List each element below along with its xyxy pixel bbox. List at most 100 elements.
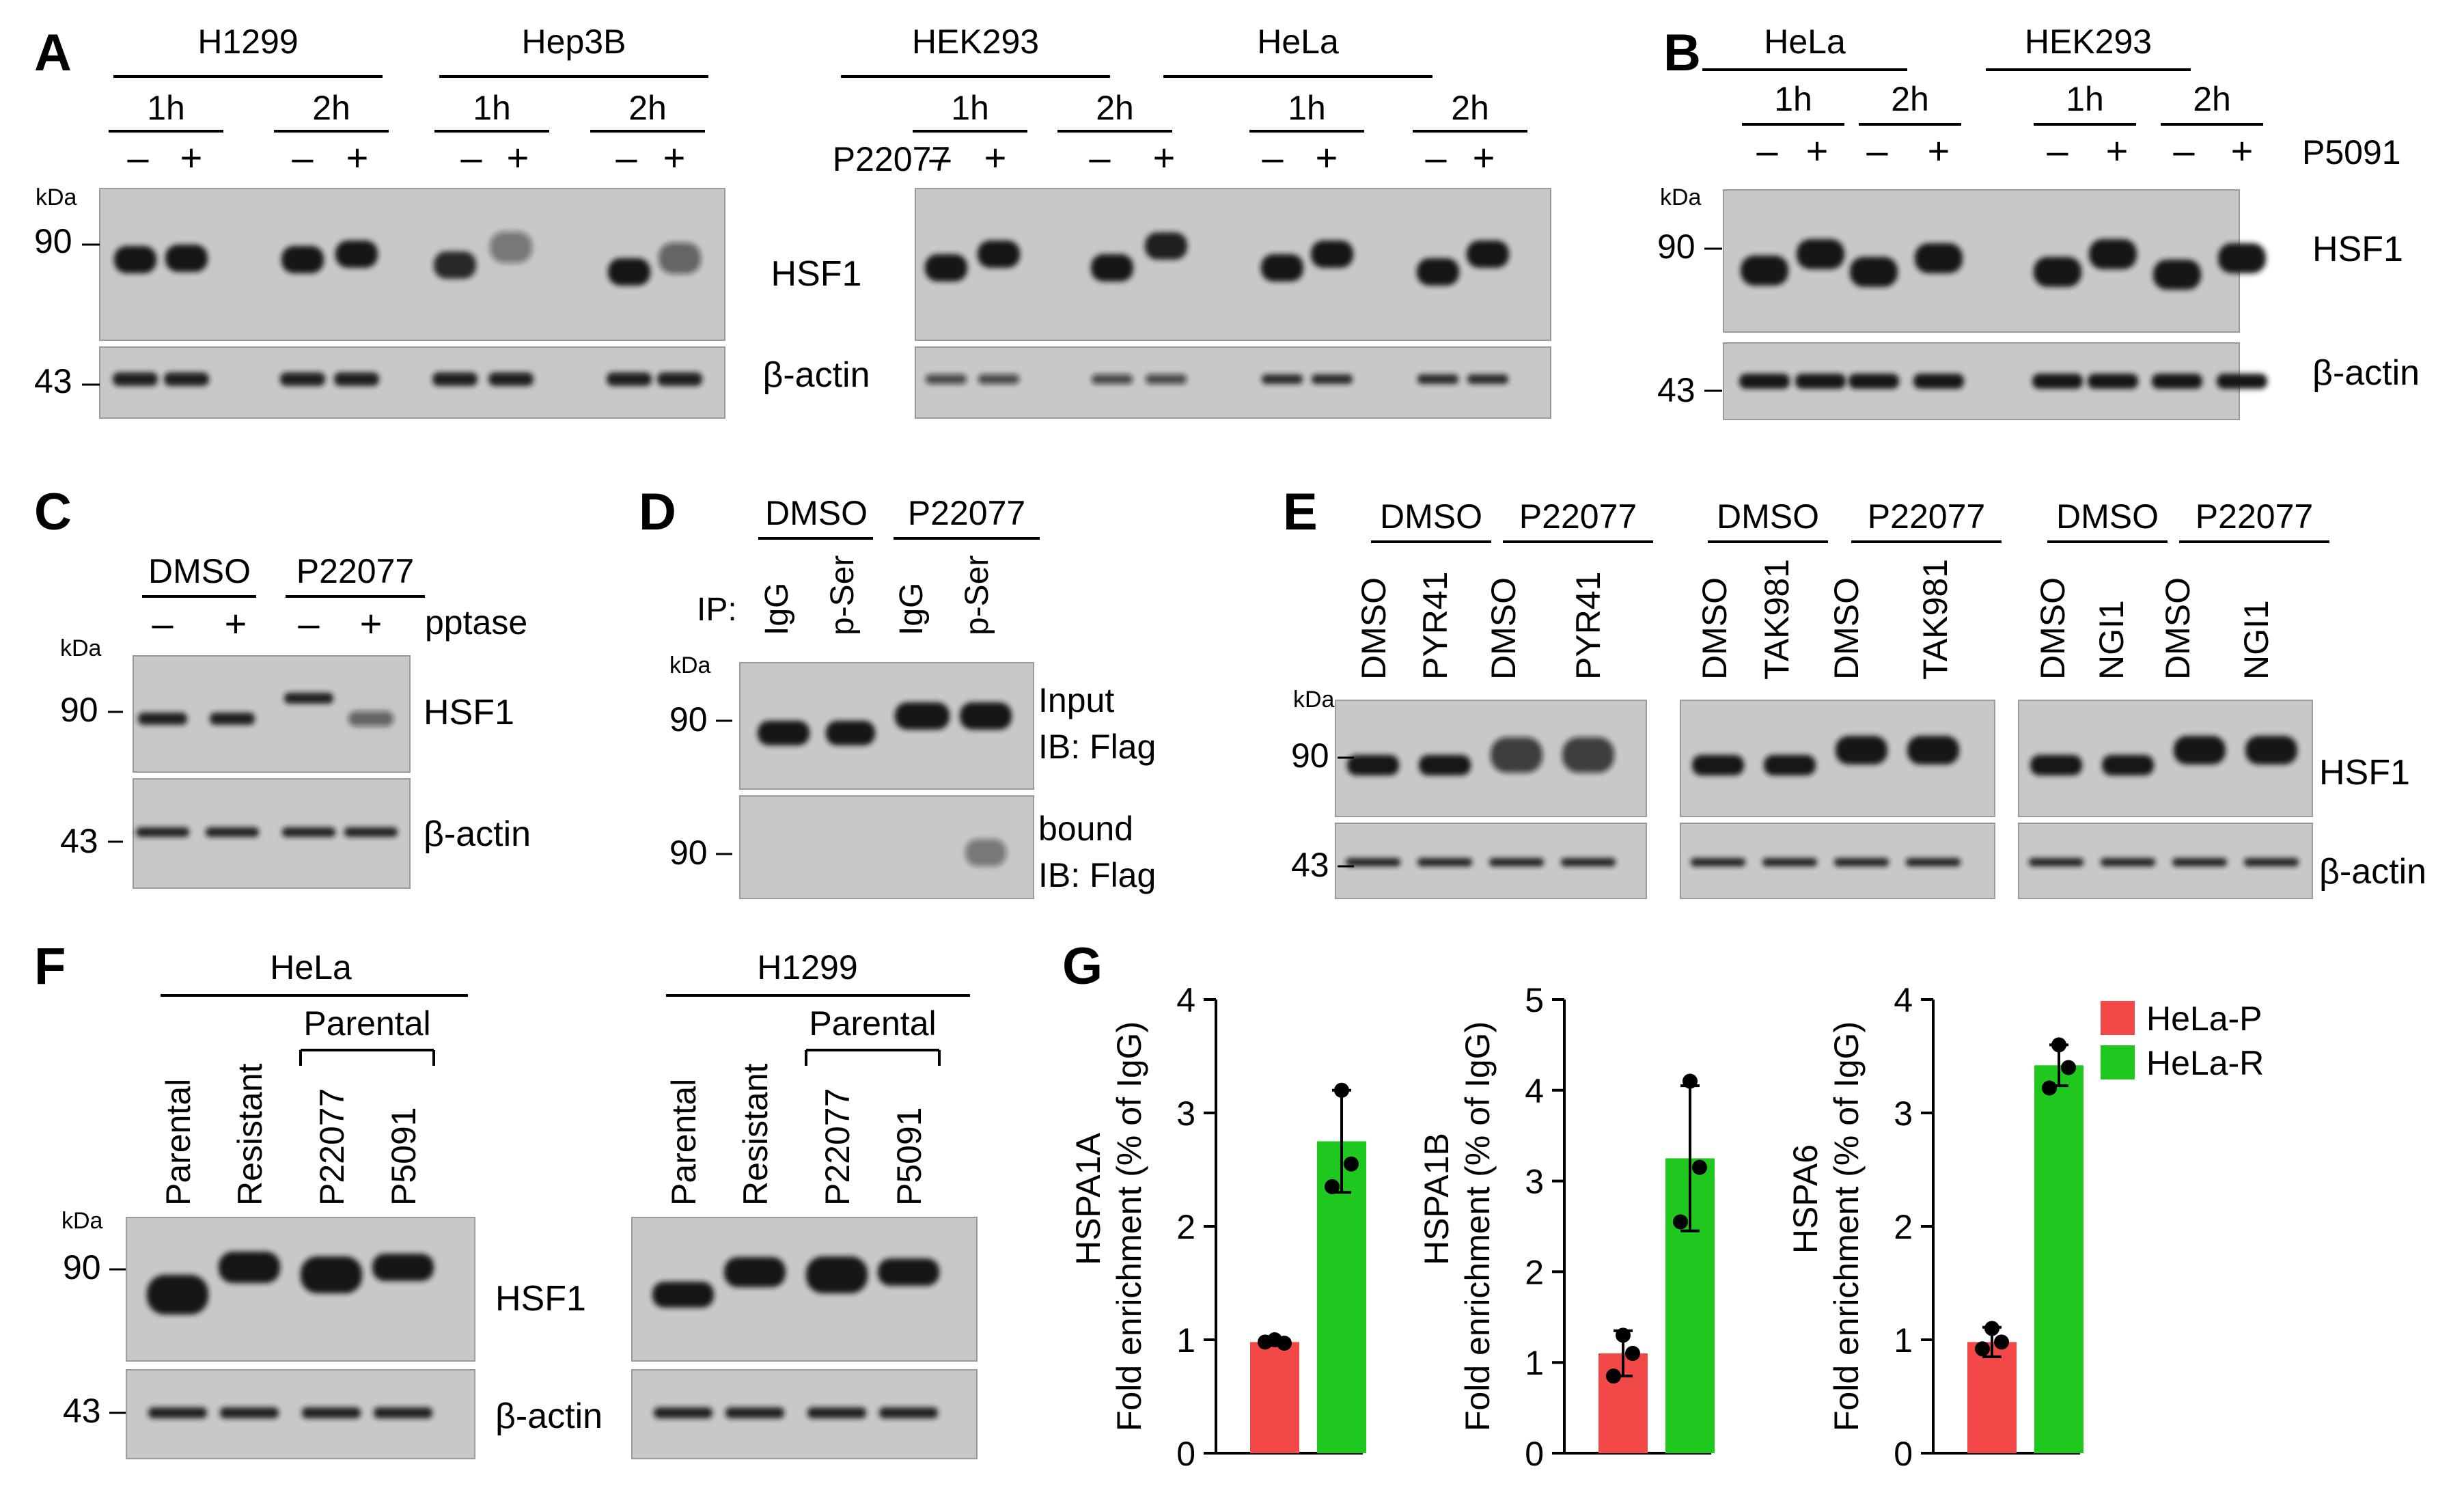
data-point <box>1673 1214 1688 1230</box>
lane-label: DMSO <box>1827 577 1866 680</box>
time-label: 1h <box>147 89 185 127</box>
minus-sign: – <box>929 136 951 179</box>
time-label: 2h <box>2193 80 2231 118</box>
protein-band <box>2032 374 2083 389</box>
plus-sign: + <box>225 602 247 645</box>
treatment-group-label: P22077 <box>296 552 414 590</box>
time-label: 1h <box>1774 80 1812 118</box>
kda-label: kDa <box>669 652 711 678</box>
plus-sign: + <box>1153 136 1176 179</box>
minus-sign: – <box>460 136 482 179</box>
kda-label: kDa <box>1293 687 1335 713</box>
minus-sign: – <box>2047 129 2068 172</box>
cell-line-label: HEK293 <box>2025 23 2152 61</box>
protein-band <box>147 1275 208 1314</box>
minus-sign: – <box>615 136 637 179</box>
protein-band <box>301 1256 362 1293</box>
treatment-group-label: DMSO <box>765 494 868 532</box>
y-axis-label: Fold enrichment (% of IgG) <box>1458 1021 1497 1431</box>
lane-label: TAK981 <box>1758 559 1796 680</box>
ip-label: IP: <box>697 592 737 628</box>
bar-HeLa-P <box>1250 1342 1299 1453</box>
protein-band <box>826 721 875 745</box>
protein-band <box>1850 257 1898 287</box>
data-point <box>1325 1179 1340 1194</box>
protein-band <box>282 827 335 837</box>
protein-band <box>2034 257 2081 287</box>
protein-band <box>1907 736 1959 765</box>
protein-band <box>1417 374 1458 384</box>
protein-band <box>1795 374 1846 389</box>
protein-band <box>1915 243 1963 273</box>
protein-label: HSF1 <box>495 1279 586 1319</box>
protein-band <box>1836 736 1887 765</box>
protein-band <box>1906 858 1961 866</box>
y-tick-label: 0 <box>1894 1435 1913 1473</box>
treatment-group-label: P22077 <box>1519 497 1637 536</box>
protein-band <box>2245 736 2297 765</box>
data-point <box>1616 1327 1631 1343</box>
plus-sign: + <box>346 136 369 179</box>
data-point <box>1994 1334 2009 1350</box>
treatment-group-label: DMSO <box>1380 497 1482 536</box>
y-tick-label: 2 <box>1525 1253 1544 1291</box>
y-tick-label: 4 <box>1525 1072 1544 1110</box>
minus-sign: – <box>2173 129 2195 172</box>
legend-swatch-parental <box>2101 1001 2135 1035</box>
protein-band <box>2217 374 2267 389</box>
protein-band <box>281 246 324 273</box>
protein-band <box>280 372 325 386</box>
protein-band <box>1091 254 1133 281</box>
plus-sign: + <box>1928 129 1950 172</box>
protein-band <box>806 1256 868 1293</box>
protein-band <box>1347 755 1399 775</box>
protein-band <box>1489 858 1544 866</box>
protein-band <box>2102 755 2154 775</box>
protein-band <box>114 246 156 273</box>
mw-marker: 90 <box>1291 736 1329 775</box>
y-tick-label: 3 <box>1525 1163 1544 1201</box>
protein-band <box>490 232 532 263</box>
mw-marker: 43 <box>60 822 98 860</box>
protein-label: β-actin <box>495 1396 603 1436</box>
protein-band <box>335 240 378 268</box>
protein-band <box>654 1407 712 1418</box>
mw-marker: 90 <box>1657 228 1695 266</box>
protein-band <box>1417 258 1459 286</box>
y-tick-label: 1 <box>1894 1321 1913 1360</box>
lane-label: P5091 <box>890 1107 928 1206</box>
chart-title: HSPA6 <box>1786 1144 1825 1254</box>
protein-band <box>1312 374 1353 384</box>
panel-letter: D <box>639 483 676 541</box>
protein-band <box>1467 374 1508 384</box>
protein-band <box>1692 755 1744 775</box>
protein-label: HSF1 <box>2312 230 2403 269</box>
mw-marker: 90 <box>63 1248 101 1286</box>
time-label: 1h <box>2066 80 2104 118</box>
protein-band <box>608 258 650 286</box>
lane-label: IgG <box>759 583 795 635</box>
legend-label: HeLa-R <box>2146 1044 2264 1082</box>
protein-band <box>725 1407 784 1418</box>
mw-marker: 90 <box>60 691 98 729</box>
mw-marker: 90 <box>34 222 72 260</box>
data-point <box>2051 1037 2066 1053</box>
mw-marker: 43 <box>1657 371 1695 409</box>
protein-label: β-actin <box>424 814 531 854</box>
bar-HeLa-P <box>1967 1342 2017 1453</box>
protein-band <box>1467 240 1509 268</box>
protein-band <box>1739 374 1790 389</box>
treatment-group-label: P22077 <box>2196 497 2313 536</box>
bar-HeLa-R <box>2034 1065 2084 1453</box>
protein-band <box>879 1407 938 1418</box>
minus-sign: – <box>1262 136 1284 179</box>
cell-line-label: HeLa <box>270 948 352 987</box>
treatment-group-label: DMSO <box>2056 497 2159 536</box>
blot-label: Input <box>1038 681 1114 719</box>
protein-band <box>1146 374 1187 384</box>
protein-band <box>1764 755 1816 775</box>
protein-band <box>1913 374 1964 389</box>
blot-label: IB: Flag <box>1038 728 1156 766</box>
